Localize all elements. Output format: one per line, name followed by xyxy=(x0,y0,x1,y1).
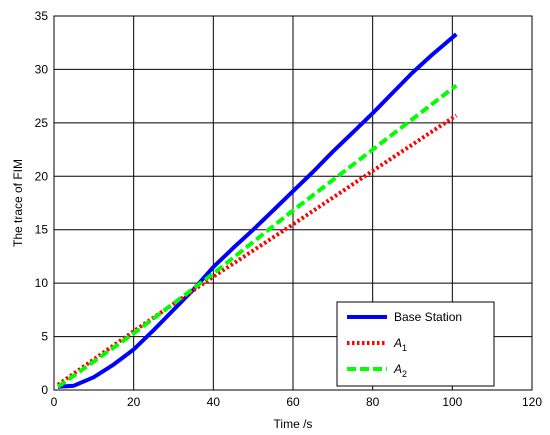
legend: Base Station A1 A2 xyxy=(336,301,495,387)
y-tick-label: 10 xyxy=(35,276,49,290)
x-tick-label: 20 xyxy=(127,395,141,409)
x-tick-label: 120 xyxy=(522,395,542,409)
y-tick-label: 30 xyxy=(35,62,49,76)
grid-lines xyxy=(54,16,532,390)
series-line-1 xyxy=(57,32,458,389)
series-line-3 xyxy=(56,83,458,389)
x-tick-label: 80 xyxy=(366,395,380,409)
y-tick-label: 0 xyxy=(41,383,48,397)
y-tick-label: 15 xyxy=(35,223,49,237)
y-tick-label: 20 xyxy=(35,169,49,183)
x-tick-label: 60 xyxy=(286,395,300,409)
legend-entry-label: A2 xyxy=(393,362,407,379)
series-layer xyxy=(56,32,458,389)
axis-ticks: 0 20 40 60 80 100 120 0 5 10 15 20 25 30 35 xyxy=(35,9,543,409)
y-tick-label: 25 xyxy=(35,116,49,130)
x-tick-label: 100 xyxy=(442,395,462,409)
y-tick-label: 5 xyxy=(41,330,48,344)
y-tick-label: 35 xyxy=(35,9,49,23)
x-tick-label: 0 xyxy=(51,395,58,409)
legend-entry-label: Base Station xyxy=(394,310,462,324)
x-axis-label: Time /s xyxy=(274,417,313,431)
legend-entry-label: A1 xyxy=(393,336,407,353)
y-axis-label: The trace of FIM xyxy=(11,159,25,247)
plot-area-frame xyxy=(53,15,533,391)
x-tick-label: 40 xyxy=(207,395,221,409)
